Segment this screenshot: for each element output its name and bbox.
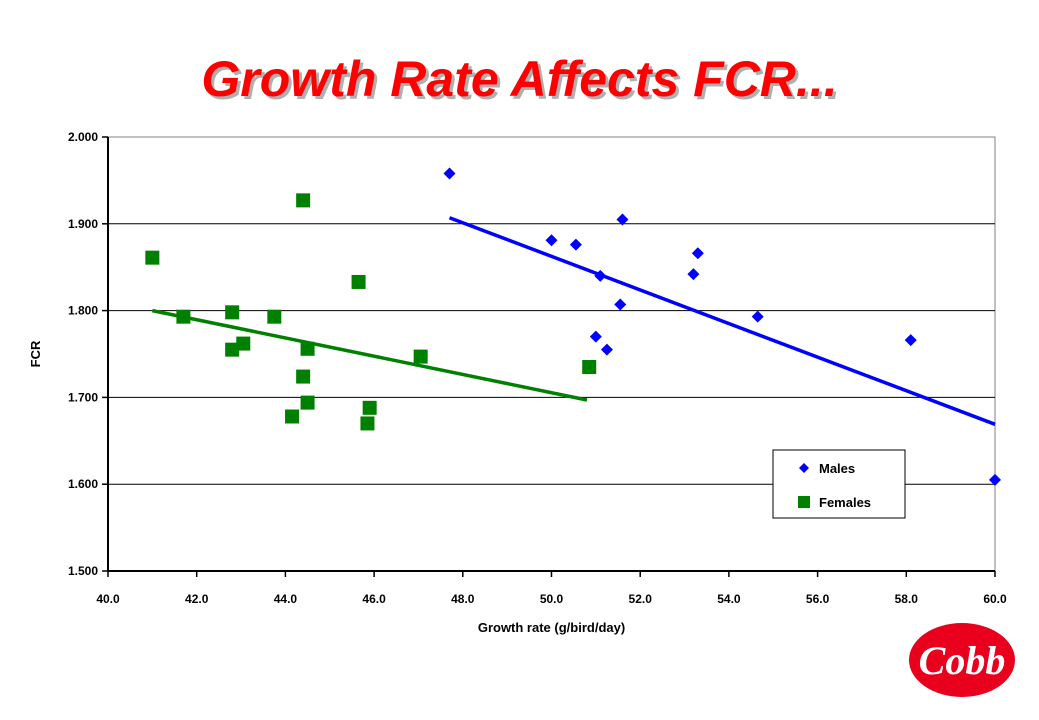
data-points bbox=[145, 167, 1001, 486]
females-point bbox=[296, 193, 311, 208]
y-tick-label: 2.000 bbox=[68, 130, 98, 144]
x-tick-label: 46.0 bbox=[362, 592, 386, 606]
females-point bbox=[225, 305, 240, 320]
y-tick-label: 1.600 bbox=[68, 477, 98, 491]
x-axis-title: Growth rate (g/bird/day) bbox=[478, 620, 625, 635]
males-point bbox=[904, 334, 917, 347]
females-point bbox=[362, 400, 377, 415]
chart-title: Growth Rate Affects FCR... bbox=[201, 51, 838, 107]
legend: Males Females bbox=[772, 449, 906, 519]
males-point bbox=[589, 330, 602, 343]
females-point bbox=[300, 341, 315, 356]
x-axis-ticks: 40.0 42.0 44.0 46.0 48.0 50.0 52.0 54.0 56.0 58.0… bbox=[96, 571, 1007, 606]
y-tick-label: 1.800 bbox=[68, 304, 98, 318]
legend-label-males: Males bbox=[819, 461, 855, 476]
males-trendline bbox=[448, 216, 996, 426]
males-point bbox=[614, 298, 627, 311]
x-tick-label: 56.0 bbox=[806, 592, 830, 606]
males-point bbox=[751, 310, 764, 323]
x-tick-label: 42.0 bbox=[185, 592, 209, 606]
y-tick-label: 1.500 bbox=[68, 564, 98, 578]
legend-label-females: Females bbox=[819, 495, 871, 510]
females-point bbox=[351, 274, 366, 289]
y-axis-ticks: 1.500 1.600 1.700 1.800 1.900 2.000 bbox=[68, 130, 108, 578]
females-point bbox=[236, 336, 251, 351]
females-point bbox=[145, 250, 160, 265]
males-point bbox=[600, 343, 613, 356]
females-point bbox=[296, 369, 311, 384]
logo-text: Cobb bbox=[919, 638, 1006, 683]
males-point bbox=[687, 268, 700, 281]
females-point bbox=[413, 349, 428, 364]
y-tick-label: 1.700 bbox=[68, 390, 98, 404]
legend-marker-females bbox=[798, 496, 810, 508]
x-tick-label: 54.0 bbox=[717, 592, 741, 606]
males-point bbox=[443, 167, 456, 180]
females-point bbox=[582, 360, 597, 375]
logo-oval bbox=[909, 623, 1015, 697]
females-point bbox=[300, 395, 315, 410]
x-tick-label: 58.0 bbox=[895, 592, 919, 606]
males-point bbox=[691, 247, 704, 260]
trendlines bbox=[151, 216, 996, 426]
females-point bbox=[176, 309, 191, 324]
males-point bbox=[989, 473, 1001, 486]
x-tick-label: 60.0 bbox=[983, 592, 1007, 606]
x-tick-label: 40.0 bbox=[96, 592, 120, 606]
females-point bbox=[360, 416, 375, 431]
x-tick-label: 50.0 bbox=[540, 592, 564, 606]
females-point bbox=[285, 409, 300, 424]
males-point bbox=[569, 238, 582, 251]
females-point bbox=[225, 342, 240, 357]
y-axis-title: FCR bbox=[28, 340, 43, 367]
legend-marker-males bbox=[799, 463, 809, 473]
males-point bbox=[616, 213, 629, 226]
males-point bbox=[594, 269, 607, 282]
females-point bbox=[267, 309, 282, 324]
x-tick-label: 48.0 bbox=[451, 592, 475, 606]
x-tick-label: 44.0 bbox=[274, 592, 298, 606]
males-point bbox=[545, 234, 558, 247]
y-tick-label: 1.900 bbox=[68, 217, 98, 231]
cobb-logo: Cobb bbox=[909, 623, 1015, 697]
females-trendline bbox=[151, 308, 588, 402]
legend-box bbox=[772, 449, 906, 519]
x-tick-label: 52.0 bbox=[629, 592, 653, 606]
